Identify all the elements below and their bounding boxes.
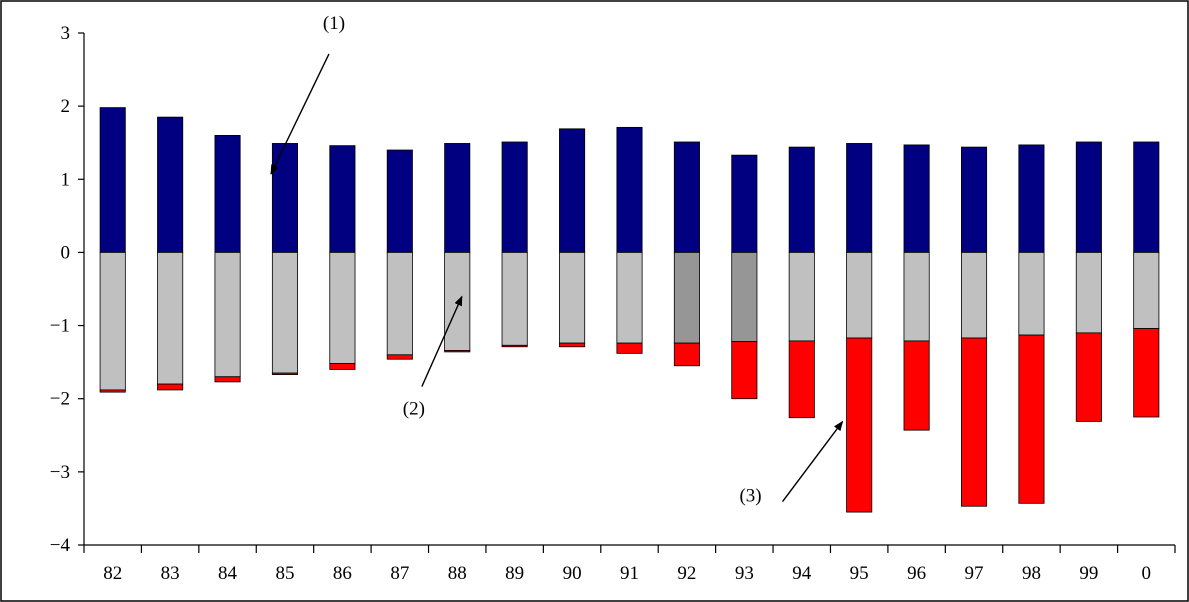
bar-series-2-0: [1133, 252, 1160, 329]
bar-series-2-98: [1018, 252, 1045, 336]
bar-series-3-83: [157, 383, 184, 391]
bar-series-2-91: [616, 252, 643, 344]
y-ticks: 3 2 1 0 −1 −2 −3 −4: [50, 23, 84, 556]
x-tick-label: 87: [390, 563, 409, 584]
annotation-arrow: [270, 53, 330, 175]
annotation-label: (3): [739, 486, 761, 507]
bar-series-1-96: [903, 144, 930, 253]
y-tick-label: 2: [61, 96, 71, 117]
bar-series-2-95: [846, 252, 873, 339]
y-tick-label: −4: [50, 535, 71, 556]
x-tick-label: 96: [907, 563, 926, 584]
x-tick-label: 0: [1142, 563, 1152, 584]
bar-series-2-85: [271, 252, 299, 374]
bar-series-1-94: [788, 146, 815, 253]
bar-series-1-85: [271, 143, 299, 253]
bar-series-2-96: [903, 252, 930, 342]
bar-series-2-84: [214, 252, 241, 378]
bar-series-2-94: [788, 252, 815, 342]
y-tick-label: 3: [61, 23, 71, 44]
bar-series-1-93: [731, 154, 758, 253]
bar-series-1-87: [386, 149, 413, 253]
bar-series-1-91: [616, 126, 643, 253]
bar-series-2-86: [329, 252, 356, 365]
bar-series-1-99: [1075, 141, 1102, 253]
annotation-label: (2): [403, 399, 425, 420]
x-tick-label: 90: [563, 563, 582, 584]
bar-series-3-89: [501, 344, 528, 348]
bar-series-3-84: [214, 376, 241, 383]
x-tick-label: 86: [333, 563, 352, 584]
bar-series-3-86: [329, 363, 356, 370]
x-tick-label: 88: [448, 563, 467, 584]
bar-series-3-95: [846, 337, 873, 513]
y-tick-label: 0: [61, 242, 71, 263]
x-tick-label: 99: [1079, 563, 1098, 584]
bar-series-1-98: [1018, 144, 1045, 253]
bar-series-3-99: [1075, 332, 1102, 422]
y-tick-label: −3: [50, 462, 70, 483]
bar-series-3-85: [271, 372, 299, 375]
annotation-label: (1): [323, 13, 345, 34]
bar-series-2-88: [444, 252, 471, 351]
x-tick-label: 89: [505, 563, 524, 584]
bar-series-2-90: [559, 252, 586, 344]
x-tick-label: 92: [677, 563, 696, 584]
bar-series-3-88: [444, 350, 471, 353]
x-tick-label: 85: [275, 563, 294, 584]
bar-series-3-0: [1133, 328, 1160, 418]
x-tick-label: 95: [850, 563, 869, 584]
bar-series-1-88: [444, 143, 471, 253]
bar-series-1-83: [157, 116, 184, 253]
x-tick-label: 93: [735, 563, 754, 584]
y-tick-label: −2: [50, 389, 70, 410]
x-tick-label: 82: [103, 563, 122, 584]
bar-series-3-91: [616, 342, 643, 354]
bar-series-1-97: [960, 146, 988, 253]
x-tick-label: 91: [620, 563, 639, 584]
bar-series-2-83: [157, 252, 184, 385]
bar-series-3-97: [960, 337, 988, 507]
bar-series-2-89: [501, 252, 528, 346]
bar-series-1-89: [501, 141, 528, 253]
x-tick-label: 83: [161, 563, 180, 584]
bar-series-3-98: [1018, 334, 1045, 504]
x-ticks: 82 83 84 85 86 87 88 89 90 91 92 93 94 95 96 97 98 99 0: [83, 545, 1176, 584]
annotations: (1) (2) (3): [270, 13, 844, 507]
bar-series-3-93: [731, 341, 758, 400]
bar-series-1-90: [559, 128, 586, 253]
annotation-arrow: [421, 295, 463, 387]
bar-series-3-87: [386, 354, 413, 360]
x-tick-label: 84: [218, 563, 238, 584]
bar-series-1-82: [99, 107, 126, 253]
bar-series-2-97: [960, 252, 988, 339]
bar-series-3-90: [559, 342, 586, 348]
bars-layer: [99, 107, 1160, 513]
bar-series-2-82: [99, 252, 126, 391]
bar-series-1-92: [673, 141, 700, 253]
y-tick-label: 1: [61, 169, 71, 190]
bar-series-3-96: [903, 340, 930, 431]
bar-series-2-99: [1075, 252, 1102, 334]
bar-series-3-94: [788, 340, 815, 419]
bar-series-1-95: [846, 143, 873, 253]
x-tick-label: 97: [965, 563, 984, 584]
x-tick-label: 94: [792, 563, 812, 584]
bar-series-3-82: [99, 389, 126, 393]
y-tick-label: −1: [50, 316, 70, 337]
bar-series-3-92: [673, 342, 700, 367]
bar-series-1-0: [1133, 141, 1160, 253]
bar-series-1-84: [214, 134, 241, 253]
bar-series-2-87: [386, 252, 413, 356]
x-tick-label: 98: [1022, 563, 1041, 584]
bar-series-2-92: [673, 252, 700, 344]
annotation-arrow: [781, 420, 844, 502]
bar-series-1-86: [329, 145, 356, 253]
bar-series-2-93: [731, 252, 758, 343]
